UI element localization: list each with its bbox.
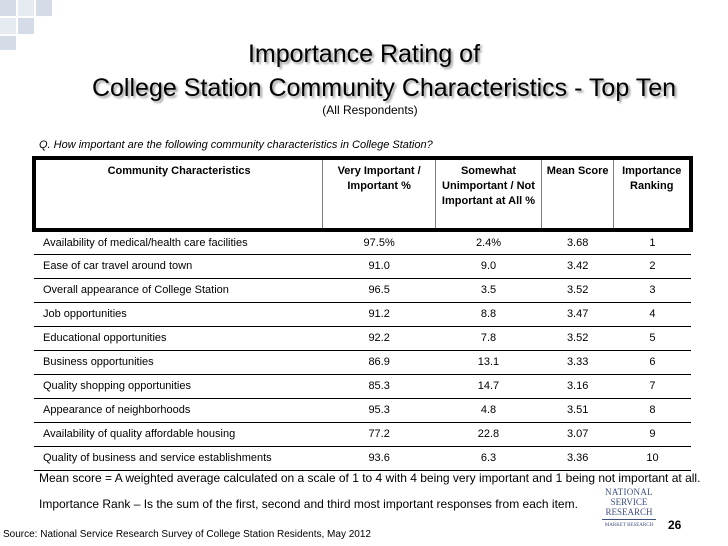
source-note: Source: National Service Research Survey… [3,529,371,540]
logo-line-4: MARKET RESEARCH [604,523,654,528]
national-service-research-logo: NATIONAL SERVICE RESEARCH MARKET RESEARC… [600,487,658,539]
table-row: Educational opportunities 92.2 7.8 3.52 5 [34,326,691,350]
row-somewhat-unimportant: 14.7 [477,380,500,392]
characteristics-table: Community Characteristics Very Important… [32,156,693,471]
table-row: Job opportunities 91.2 8.8 3.47 4 [34,302,691,326]
row-characteristic: Availability of medical/health care faci… [43,236,248,249]
row-very-important: 77.2 [368,428,390,440]
row-somewhat-unimportant: 8.8 [480,308,497,320]
row-mean-score: 3.52 [566,284,589,296]
row-somewhat-unimportant: 3.5 [480,284,497,296]
row-characteristic: Overall appearance of College Station [43,284,229,296]
row-very-important: 91.0 [368,260,390,272]
logo-line-3: RESEARCH [605,507,653,517]
row-characteristic: Availability of quality affordable housi… [43,428,236,440]
row-very-important: 93.6 [368,452,390,464]
table-row: Availability of medical/health care faci… [34,230,691,254]
row-mean-score: 3.16 [566,380,589,392]
logo-line-2: SERVICE [610,497,648,507]
table-row: Ease of car travel around town 91.0 9.0 3.4… [34,254,691,278]
row-mean-score: 3.36 [566,452,589,464]
row-ranking: 2 [649,260,656,272]
logo-line-1: NATIONAL [605,487,653,497]
table-header-row: Community Characteristics Very Important… [34,158,691,230]
table-row: Quality of business and service establis… [34,446,691,470]
table-row: Appearance of neighborhoods 95.3 4.8 3.51 8 [34,398,691,422]
row-characteristic: Quality of business and service establis… [43,452,272,464]
row-very-important: 92.2 [368,332,390,344]
row-ranking: 4 [649,308,656,320]
row-ranking: 9 [649,428,656,440]
subtitle: (All Respondents) [322,103,418,117]
row-ranking: 6 [649,356,656,368]
row-very-important: 86.9 [368,356,390,368]
row-characteristic: Ease of car travel around town [43,260,193,272]
row-ranking: 5 [649,332,656,344]
row-somewhat-unimportant: 4.8 [480,404,497,416]
row-very-important: 85.3 [368,380,390,392]
header-characteristic: Community Characteristics [107,165,251,177]
row-mean-score: 3.68 [566,236,589,249]
table-row: Availability of quality affordable housi… [34,422,691,446]
row-somewhat-unimportant: 2.4% [475,236,502,249]
corner-decoration [0,0,60,50]
row-mean-score: 3.51 [566,404,589,416]
row-ranking: 8 [649,404,656,416]
header-ranking: Importance Ranking [613,158,691,230]
row-characteristic: Business opportunities [43,356,154,368]
row-somewhat-unimportant: 7.8 [480,332,497,344]
header-mean-score: Mean Score [540,158,614,230]
row-characteristic: Appearance of neighborhoods [43,404,191,416]
row-very-important: 95.3 [368,404,390,416]
row-very-important: 96.5 [368,284,390,296]
row-ranking: 7 [649,380,656,392]
title-line-1: Importance Rating of [247,40,481,68]
row-mean-score: 3.07 [566,428,589,440]
row-ranking: 3 [649,284,656,296]
table-row: Quality shopping opportunities 85.3 14.7 3.… [34,374,691,398]
row-somewhat-unimportant: 13.1 [477,356,500,368]
mean-score-note: Mean score = A weighted average calculat… [39,471,701,485]
table-row: Overall appearance of College Station 96.… [34,278,691,302]
row-mean-score: 3.42 [566,260,589,272]
header-somewhat-unimportant: Somewhat Unimportant / Not Important at … [435,158,542,230]
page-number: 26 [668,518,682,532]
row-characteristic: Educational opportunities [43,332,167,344]
row-mean-score: 3.47 [566,308,589,320]
row-somewhat-unimportant: 22.8 [477,428,500,440]
row-very-important: 91.2 [368,308,390,320]
row-ranking: 10 [646,452,659,464]
survey-question: Q. How important are the following commu… [39,139,433,151]
table-body: Availability of medical/health care faci… [34,230,691,470]
title-line-2: College Station Community Characteristic… [91,74,677,102]
logo-divider [602,519,656,520]
header-very-important: Very Important / Important % [322,158,436,230]
row-characteristic: Quality shopping opportunities [43,380,191,392]
row-somewhat-unimportant: 6.3 [480,452,497,464]
row-somewhat-unimportant: 9.0 [480,260,497,272]
importance-rank-note: Importance Rank – Is the sum of the firs… [39,497,578,511]
table-row: Business opportunities 86.9 13.1 3.33 6 [34,350,691,374]
row-mean-score: 3.52 [566,332,589,344]
row-very-important: 97.5% [363,236,395,249]
row-mean-score: 3.33 [566,356,589,368]
row-characteristic: Job opportunities [43,308,127,320]
row-ranking: 1 [649,236,656,249]
